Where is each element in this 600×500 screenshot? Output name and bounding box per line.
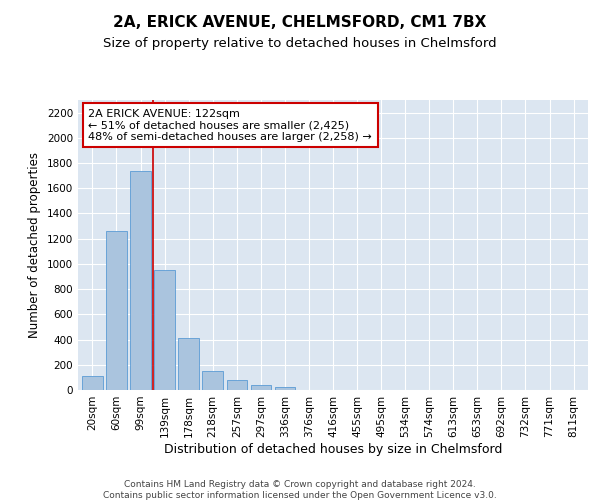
Bar xyxy=(154,270,175,390)
Text: Size of property relative to detached houses in Chelmsford: Size of property relative to detached ho… xyxy=(103,38,497,51)
Bar xyxy=(106,231,127,390)
Bar xyxy=(82,376,103,390)
Text: Distribution of detached houses by size in Chelmsford: Distribution of detached houses by size … xyxy=(164,442,502,456)
Bar xyxy=(130,172,151,390)
Text: 2A, ERICK AVENUE, CHELMSFORD, CM1 7BX: 2A, ERICK AVENUE, CHELMSFORD, CM1 7BX xyxy=(113,15,487,30)
Bar xyxy=(227,380,247,390)
Bar xyxy=(178,338,199,390)
Text: Contains HM Land Registry data © Crown copyright and database right 2024.: Contains HM Land Registry data © Crown c… xyxy=(124,480,476,489)
Bar xyxy=(275,387,295,390)
Bar xyxy=(251,384,271,390)
Text: Contains public sector information licensed under the Open Government Licence v3: Contains public sector information licen… xyxy=(103,491,497,500)
Y-axis label: Number of detached properties: Number of detached properties xyxy=(28,152,41,338)
Text: 2A ERICK AVENUE: 122sqm
← 51% of detached houses are smaller (2,425)
48% of semi: 2A ERICK AVENUE: 122sqm ← 51% of detache… xyxy=(88,108,372,142)
Bar xyxy=(202,370,223,390)
